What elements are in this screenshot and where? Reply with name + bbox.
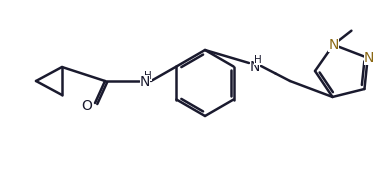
Text: O: O [82,99,93,113]
Text: N: N [140,75,150,89]
Text: N: N [328,38,339,52]
Text: H: H [144,71,152,81]
Text: H: H [254,55,262,65]
Text: N: N [363,51,374,65]
Text: N: N [250,60,260,74]
